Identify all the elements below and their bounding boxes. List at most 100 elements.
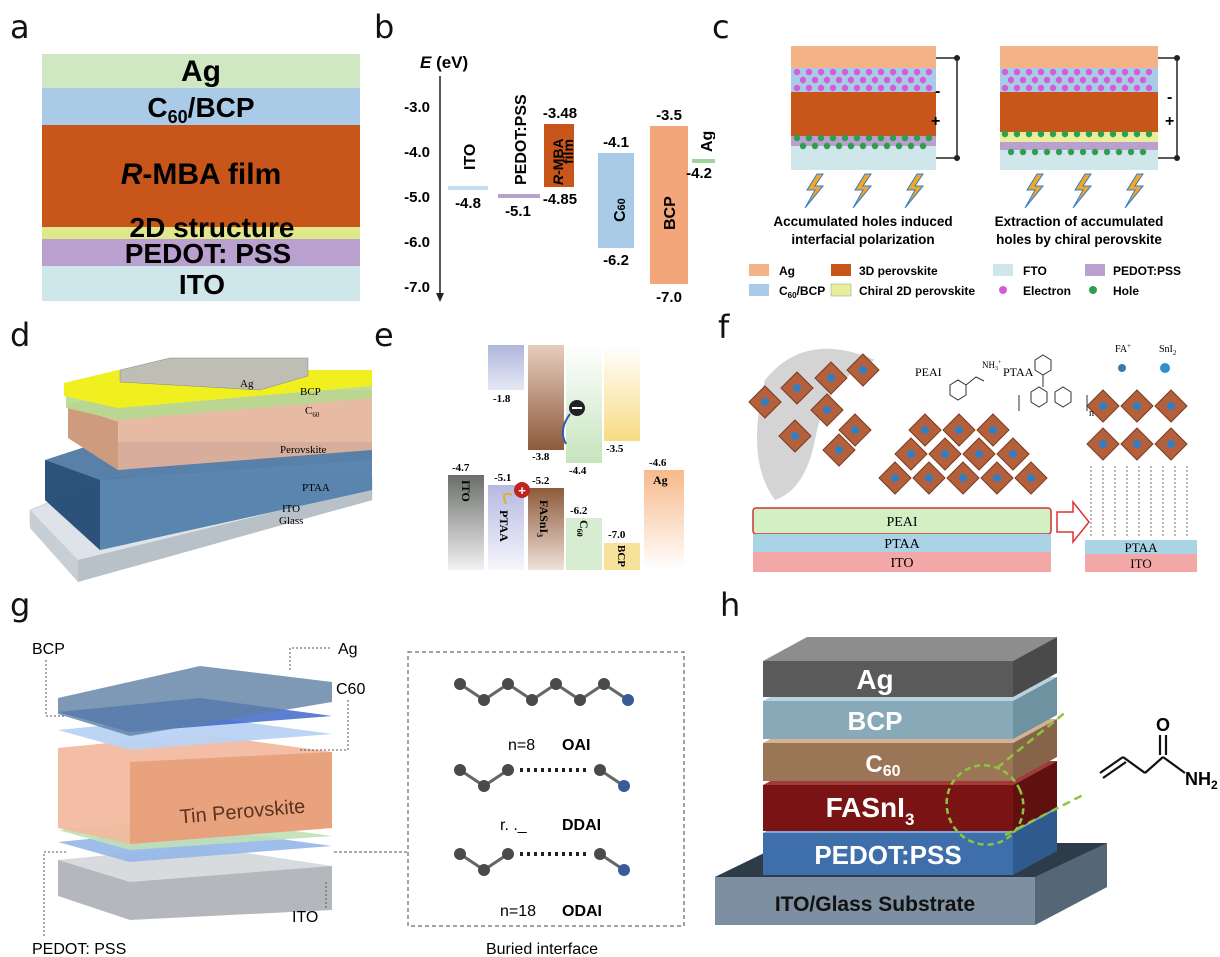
carbon-atom <box>502 764 514 776</box>
electron-dot <box>1043 76 1051 84</box>
electron-dot <box>1115 76 1123 84</box>
value-bcp-bottom: -7.0 <box>656 289 682 306</box>
peai-structure <box>949 376 985 401</box>
callout-ag-line <box>289 647 330 670</box>
electron-dot <box>1007 76 1015 84</box>
value-c60-bottom: -6.2 <box>603 252 629 269</box>
right-plus: + <box>1165 113 1174 130</box>
callout-pedot: PEDOT: PSS <box>32 941 126 957</box>
electron-dot <box>877 84 885 92</box>
mol3-name: ODAI <box>562 903 602 920</box>
electron-dot <box>1097 84 1105 92</box>
right-electrons <box>1001 68 1153 92</box>
sni2-icon <box>1160 363 1170 373</box>
electron-dot <box>1127 76 1135 84</box>
sn-atom <box>925 474 933 482</box>
hole-dot <box>913 134 921 142</box>
label-ito: ITO <box>282 503 300 515</box>
svg-text:FTO: FTO <box>1023 264 1047 278</box>
buried-interface-inset <box>407 651 685 927</box>
electron-dot <box>1139 76 1147 84</box>
left-plus: + <box>931 113 940 130</box>
sn-atom <box>823 406 831 414</box>
electron-dot <box>853 84 861 92</box>
electron-dot <box>1121 68 1129 76</box>
sn-atom <box>835 446 843 454</box>
callout-c60: C60 <box>336 681 365 698</box>
mol1-name: OAI <box>562 737 590 754</box>
label-ptaa: PTAA <box>302 482 330 494</box>
right-peai-chains <box>1090 466 1188 538</box>
callout-bcp-line <box>45 660 64 717</box>
alkylammonium-molecules <box>454 678 634 876</box>
hole-dot <box>1019 148 1027 156</box>
carbon-atom <box>550 678 562 690</box>
light-bolt-icon <box>1024 173 1045 209</box>
hole-dot <box>895 142 903 150</box>
level-pedot <box>498 194 540 198</box>
tick-6: -6.0 <box>404 234 430 251</box>
val-4-7: -4.7 <box>452 462 470 474</box>
label-rmba: R-MBA film <box>121 158 282 191</box>
electron-dot <box>907 76 915 84</box>
carbon-atom <box>478 864 490 876</box>
ptaa-structure <box>1018 354 1088 411</box>
label-ptaa: PTAA <box>497 510 511 542</box>
electron-dot <box>1145 68 1153 76</box>
label-ito: ITO <box>462 144 479 170</box>
label-bcp: BCP <box>848 706 903 736</box>
fasni-lumo <box>528 345 564 450</box>
atom-nh2: NH2 <box>1185 769 1218 792</box>
sn-atom <box>959 474 967 482</box>
fasni-homo <box>528 488 564 570</box>
val-1-8: -1.8 <box>493 393 511 405</box>
ptaa-homo <box>488 485 524 570</box>
electron-dot <box>817 84 825 92</box>
ptaa-lumo <box>488 345 524 390</box>
electron-dot <box>829 84 837 92</box>
value-rmba-bottom: -4.85 <box>543 191 577 208</box>
electron-dot <box>853 68 861 76</box>
inset-caption: Buried interface <box>486 941 598 957</box>
sn-atom <box>975 450 983 458</box>
label-peai: PEAI <box>886 515 917 530</box>
electron-dot <box>805 68 813 76</box>
layer-fasni3 <box>763 785 1013 831</box>
label-fasni3: FASnI3 <box>826 792 915 829</box>
electron-dot <box>1013 68 1021 76</box>
nitrogen-atom <box>618 780 630 792</box>
electron-dot <box>1097 68 1105 76</box>
light-bolt-icon <box>904 173 925 209</box>
hole-dot <box>865 134 873 142</box>
carbon-atom <box>574 694 586 706</box>
sn-atom <box>791 432 799 440</box>
sn-atom <box>793 384 801 392</box>
panel-label-b: b <box>374 8 395 46</box>
axis-arrow <box>436 293 444 302</box>
label-ag: Ag <box>856 664 893 695</box>
carbon-atom <box>454 848 466 860</box>
electron-dot <box>1013 84 1021 92</box>
electron-dot <box>799 76 807 84</box>
right-circuit <box>1158 57 1178 159</box>
hole-dot <box>1115 148 1123 156</box>
hole-dot <box>829 134 837 142</box>
val-5-2: -5.2 <box>532 475 550 487</box>
electron-dot <box>1025 68 1033 76</box>
level-ito <box>448 186 488 190</box>
electron-dot <box>889 68 897 76</box>
label-ag: Ag <box>240 378 254 390</box>
zoom-ellipse <box>945 764 1025 846</box>
layer-ito-left <box>753 552 1051 572</box>
svg-text:PEDOT:PSS: PEDOT:PSS <box>1113 264 1181 278</box>
hole-dot <box>1121 130 1129 138</box>
svg-text:Chiral 2D perovskite: Chiral 2D perovskite <box>859 284 975 298</box>
tick-7: -7.0 <box>404 279 430 296</box>
electron-dot <box>1109 84 1117 92</box>
carbon-atom <box>454 764 466 776</box>
carbon-atom <box>502 848 514 860</box>
electron-dot <box>865 68 873 76</box>
val-5-1: -5.1 <box>494 472 511 484</box>
sn-atom <box>1167 402 1175 410</box>
fa-label: FA+ <box>1115 342 1131 355</box>
